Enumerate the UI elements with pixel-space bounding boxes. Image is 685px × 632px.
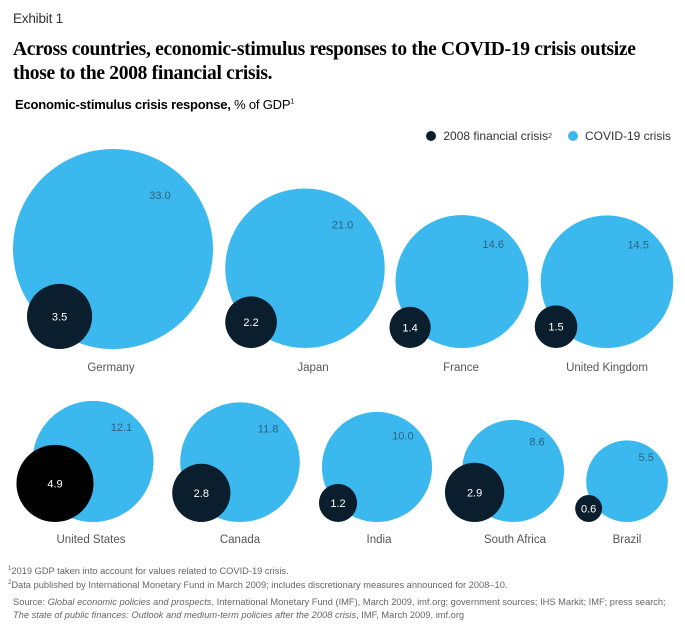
covid-value-label: 10.0 xyxy=(392,430,413,442)
crisis2008-bubble xyxy=(534,305,578,348)
country-label: India xyxy=(367,534,393,546)
legend-label-covid: COVID-19 crisis xyxy=(584,129,671,143)
crisis2008-bubble xyxy=(172,463,231,522)
legend: 2008 financial crisis 2 COVID-19 crisis xyxy=(410,129,671,143)
covid-value-label: 11.8 xyxy=(258,423,279,435)
covid-value-label: 8.6 xyxy=(529,436,544,448)
footnote-2: 2Data published by International Monetar… xyxy=(8,577,678,591)
source-prefix: Source: xyxy=(13,597,48,607)
subtitle-bold: Economic-stimulus crisis response, xyxy=(15,97,231,112)
crisis2008-value-label: 1.5 xyxy=(548,322,563,334)
crisis2008-bubble xyxy=(225,296,277,348)
legend-dot-covid-icon xyxy=(567,131,578,141)
covid-value-label: 5.5 xyxy=(639,452,654,464)
source-title-1: Global economic policies and prospects xyxy=(47,597,212,607)
source-title-2: The state of public finances: Outlook an… xyxy=(13,610,357,620)
country-label: Canada xyxy=(220,534,261,546)
country-group-japan: 21.0 2.2 Japan xyxy=(225,188,385,374)
covid-value-label: 12.1 xyxy=(111,422,132,434)
covid-bubble xyxy=(586,440,668,522)
country-label: Germany xyxy=(87,362,135,374)
country-label: South Africa xyxy=(484,534,547,546)
crisis2008-bubble xyxy=(444,462,505,522)
source-note: Source: Global economic policies and pro… xyxy=(13,596,683,622)
crisis2008-value-label: 0.6 xyxy=(581,504,596,516)
country-group-south-africa: 8.6 2.9 South Africa xyxy=(444,419,565,546)
crisis2008-value-label: 2.2 xyxy=(243,317,258,329)
crisis2008-value-label: 1.4 xyxy=(402,322,417,334)
footnote-2-marker: 2 xyxy=(8,580,12,587)
subtitle-unit: % of GDP xyxy=(230,97,291,112)
footnotes: 12019 GDP taken into account for values … xyxy=(8,563,678,591)
crisis2008-value-label: 2.9 xyxy=(467,487,482,499)
source-middle: , International Monetary Fund (IMF), Mar… xyxy=(211,597,666,607)
country-group-canada: 11.8 2.8 Canada xyxy=(172,402,300,546)
footnote-1-marker: 1 xyxy=(8,566,12,572)
crisis2008-value-label: 2.8 xyxy=(194,488,209,500)
country-group-united-states: 12.1 4.9 United States xyxy=(16,400,154,546)
country-group-united-kingdom: 14.5 1.5 United Kingdom xyxy=(534,215,674,374)
crisis2008-value-label: 3.5 xyxy=(52,311,67,323)
crisis2008-value-label: 4.9 xyxy=(47,478,62,490)
footnote-1: 12019 GDP taken into account for values … xyxy=(8,563,678,577)
legend-item-2008: 2008 financial crisis 2 xyxy=(426,129,552,143)
country-label: Brazil xyxy=(613,534,642,546)
crisis2008-bubble xyxy=(27,283,93,349)
covid-bubble xyxy=(395,214,529,348)
crisis2008-bubble xyxy=(575,495,603,522)
crisis2008-bubble xyxy=(389,306,431,348)
chart-subtitle: Economic-stimulus crisis response, % of … xyxy=(15,97,294,112)
covid-value-label: 14.5 xyxy=(627,240,648,252)
exhibit-label: Exhibit 1 xyxy=(13,11,63,26)
legend-footnote-ref: 2 xyxy=(548,132,552,140)
country-group-germany: 33.0 3.5 Germany xyxy=(13,149,213,374)
footnote-2-text: Data published by International Monetary… xyxy=(11,580,508,591)
country-label: Japan xyxy=(297,362,328,374)
covid-value-label: 14.6 xyxy=(483,239,504,251)
covid-bubble xyxy=(540,215,674,348)
footnote-1-text: 2019 GDP taken into account for values r… xyxy=(11,566,289,577)
country-label: United States xyxy=(56,534,125,546)
legend-item-covid: COVID-19 crisis xyxy=(567,129,671,143)
crisis2008-bubble xyxy=(318,483,358,522)
legend-label-2008: 2008 financial crisis xyxy=(443,129,549,143)
country-label: United Kingdom xyxy=(566,362,648,374)
crisis2008-bubble xyxy=(16,444,94,522)
subtitle-footnote-ref: 1 xyxy=(290,98,295,106)
legend-dot-2008-icon xyxy=(426,131,437,141)
chart-title: Across countries, economic-stimulus resp… xyxy=(13,39,636,84)
source-suffix: , IMF, March 2009, imf.org xyxy=(356,610,465,620)
crisis2008-value-label: 1.2 xyxy=(330,498,345,510)
country-label: France xyxy=(443,362,479,374)
covid-value-label: 21.0 xyxy=(332,219,353,231)
country-group-brazil: 5.5 0.6 Brazil xyxy=(575,440,668,546)
country-group-france: 14.6 1.4 France xyxy=(389,214,529,374)
country-group-india: 10.0 1.2 India xyxy=(318,411,433,546)
covid-value-label: 33.0 xyxy=(149,190,170,202)
